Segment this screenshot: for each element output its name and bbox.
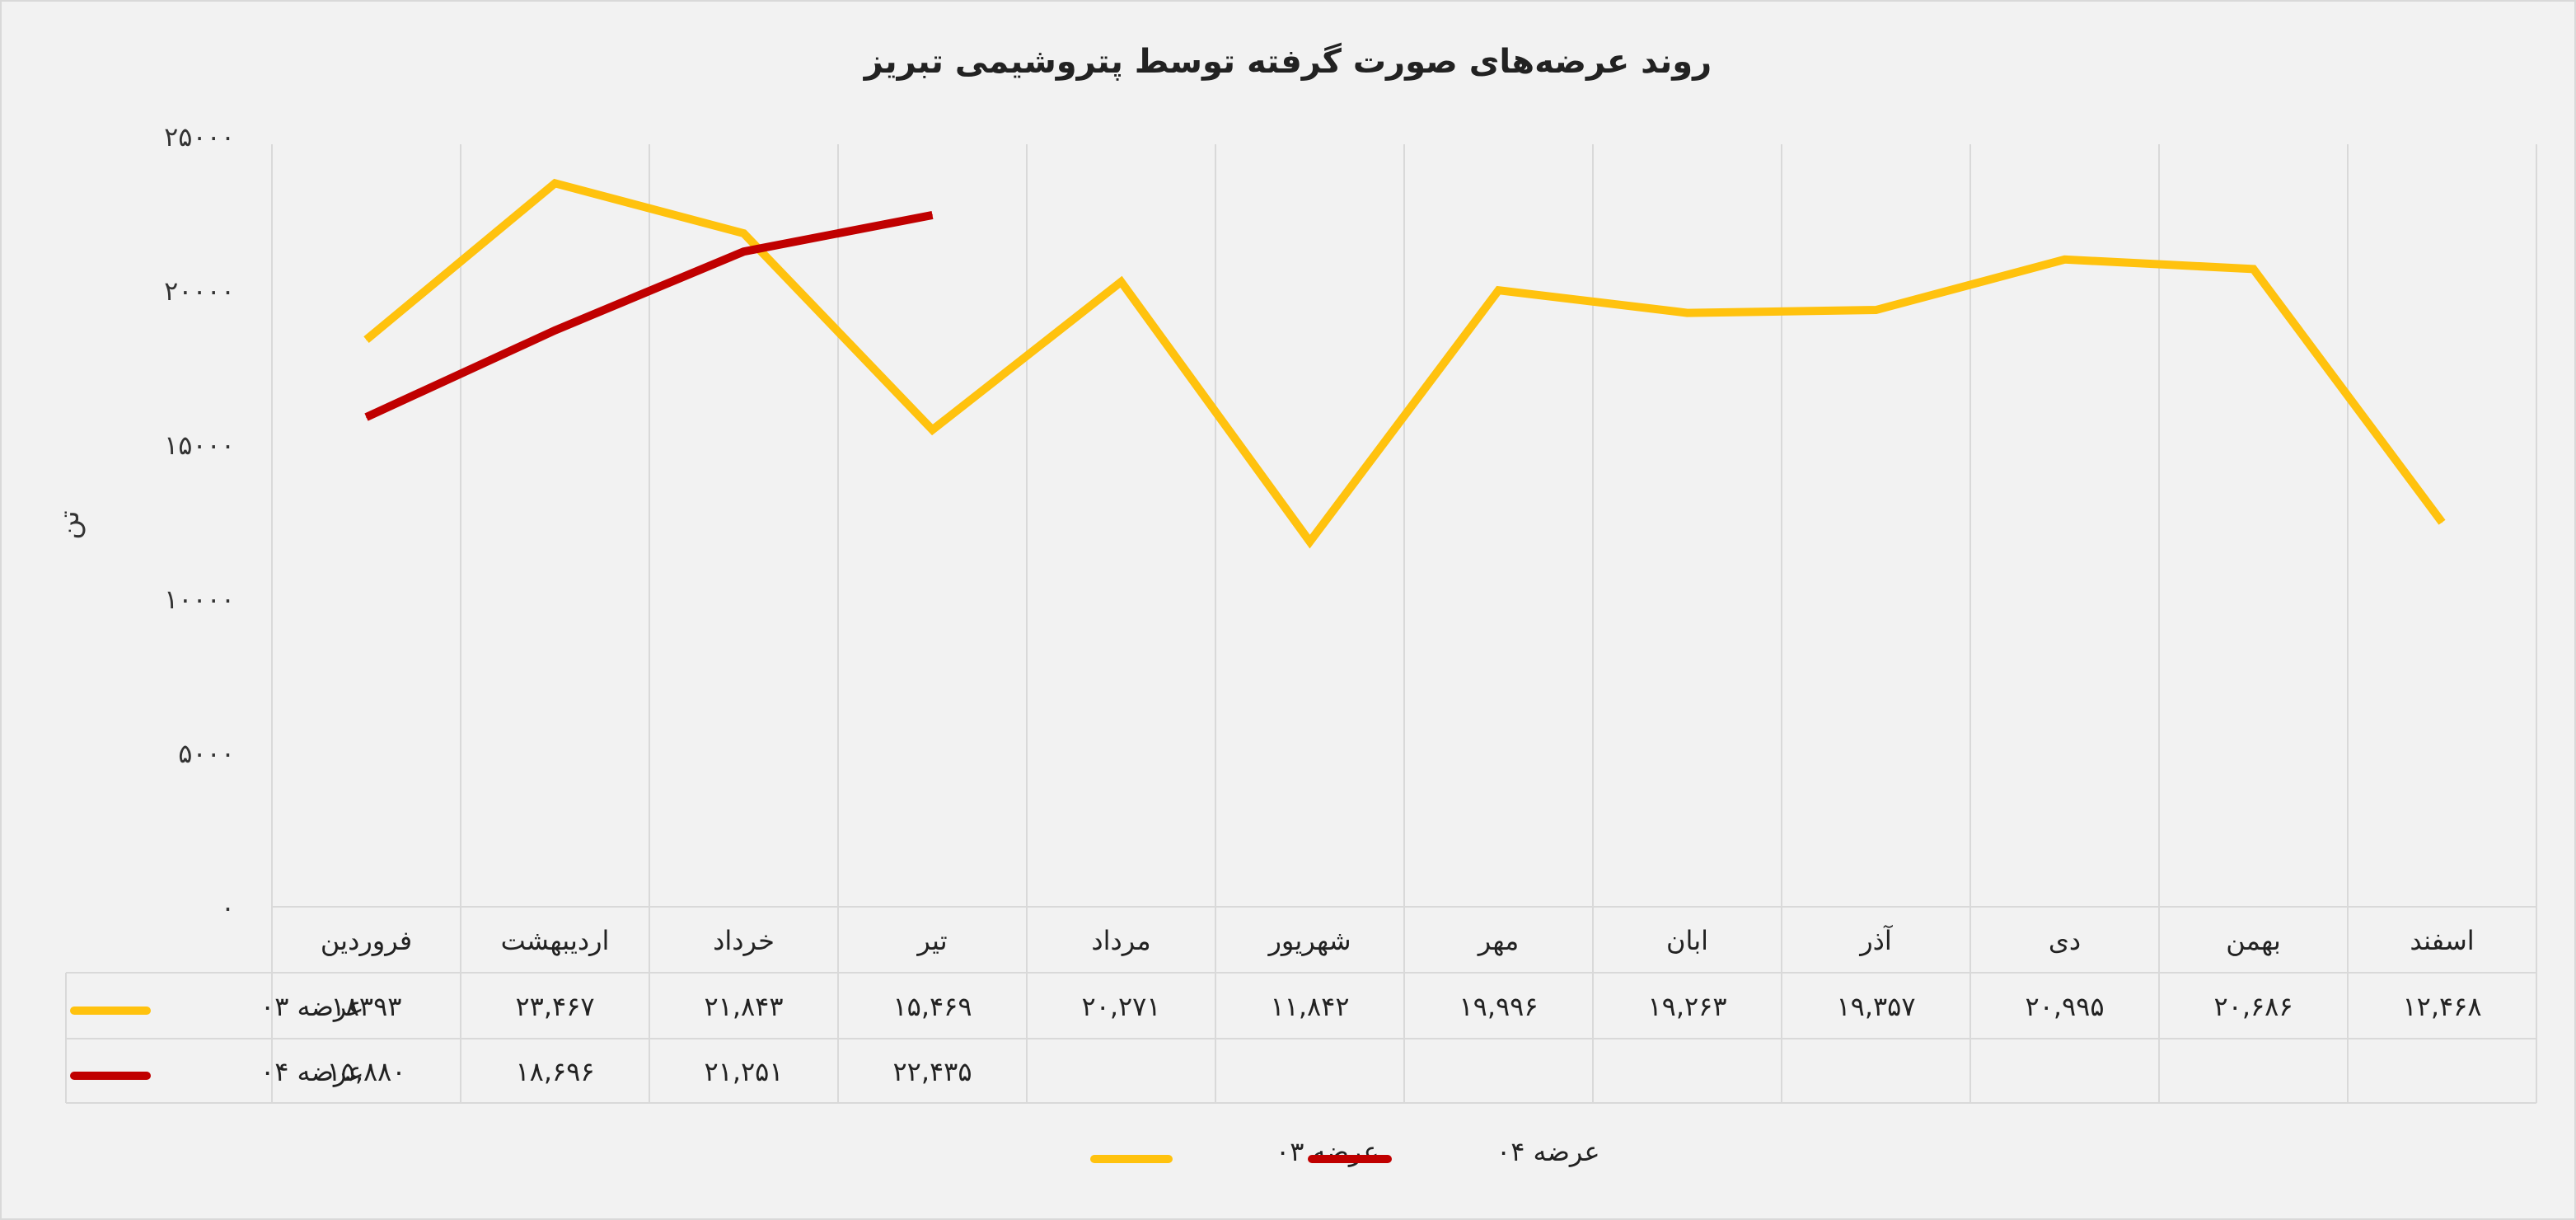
y-tick-label: ۱۵۰۰۰ <box>164 429 235 461</box>
table-value: ۱۵,۸۸۰ <box>326 1056 405 1087</box>
table-value: ۲۱,۸۴۳ <box>704 991 783 1022</box>
data-point <box>1121 281 1122 283</box>
series-line <box>363 178 2446 549</box>
y-axis-ticks: ۰ ۵۰۰۰ ۱۰۰۰۰ ۱۵۰۰۰ ۲۰۰۰۰ ۲۵۰۰۰ <box>164 121 235 923</box>
data-point <box>2253 268 2254 270</box>
data-point <box>932 214 933 216</box>
series-lines <box>363 178 2446 549</box>
table-value: ۱۹,۲۶۳ <box>1647 991 1726 1022</box>
category-label: مرداد <box>1091 925 1150 956</box>
category-label: شهریور <box>1267 925 1351 956</box>
table-value: ۱۸۳۹۳ <box>331 991 402 1022</box>
table-value: ۲۰,۹۹۵ <box>2025 991 2104 1022</box>
category-label: دی <box>2049 925 2081 956</box>
data-point <box>366 416 367 418</box>
y-axis-label: تن <box>53 510 86 539</box>
y-tick-label: ۱۰۰۰۰ <box>164 584 235 615</box>
y-tick-label: ۲۵۰۰۰ <box>164 121 235 152</box>
table-value: ۲۰,۶۸۶ <box>2213 991 2293 1022</box>
y-tick-label: ۰ <box>221 892 235 923</box>
table-value: ۱۸,۶۹۶ <box>515 1056 594 1087</box>
data-point <box>2064 259 2065 260</box>
category-label: خرداد <box>713 925 775 956</box>
table-series-name: عرضه ۰۴ <box>260 1056 364 1087</box>
data-point <box>1498 289 1499 291</box>
table-value: ۱۹,۳۵۷ <box>1836 991 1915 1022</box>
category-label: فروردین <box>321 925 412 956</box>
table-value: ۱۲,۴۶۸ <box>2402 991 2481 1022</box>
table-value: ۱۵,۴۶۹ <box>892 991 972 1022</box>
chart-title: روند عرضه‌های صورت گرفته توسط پتروشیمی ت… <box>863 42 1712 81</box>
table-value: ۲۰,۲۷۱ <box>1081 991 1160 1022</box>
data-point <box>1687 312 1688 314</box>
category-label: اسفند <box>2410 925 2474 956</box>
table-value: ۲۳,۴۶۷ <box>515 991 594 1022</box>
category-label: آذر <box>1858 924 1894 956</box>
table-value: ۱۱,۸۴۲ <box>1270 991 1349 1022</box>
legend: عرضه ۰۳ عرضه ۰۴ <box>1090 1136 1600 1167</box>
legend-label: عرضه ۰۴ <box>1496 1136 1600 1167</box>
data-point <box>2442 522 2443 523</box>
category-label: بهمن <box>2226 925 2281 956</box>
table-value: ۲۱,۲۵۱ <box>704 1056 783 1087</box>
data-point <box>932 429 933 430</box>
data-table: فروردین اردیبهشت خرداد تیر مرداد شهریور مهر ابا… <box>65 906 2536 1104</box>
series-line <box>364 211 934 421</box>
gridlines <box>271 144 2537 1103</box>
table-value: ۲۲,۴۳۵ <box>892 1056 972 1087</box>
data-point <box>743 251 744 252</box>
category-label: اردیبهشت <box>501 925 610 956</box>
category-label: مهر <box>1477 925 1520 956</box>
table-value: ۱۹,۹۹۶ <box>1459 991 1538 1022</box>
y-tick-label: ۵۰۰۰ <box>178 738 235 769</box>
category-label: ابان <box>1666 925 1708 956</box>
category-label: تیر <box>916 925 947 956</box>
y-tick-label: ۲۰۰۰۰ <box>164 275 235 307</box>
data-point <box>743 232 744 234</box>
table-series-name: عرضه ۰۳ <box>260 991 364 1022</box>
